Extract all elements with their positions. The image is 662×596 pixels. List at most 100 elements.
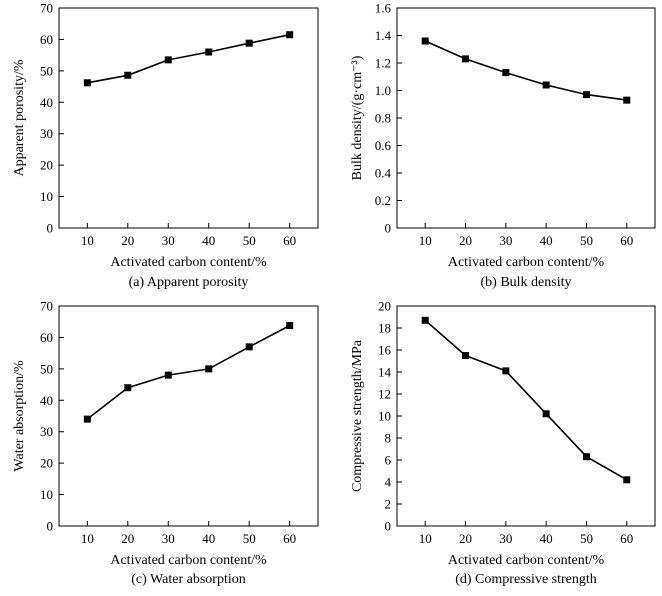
x-tick-label: 20 [121,233,134,248]
x-tick-label: 20 [121,531,134,546]
y-axis-label: Apparent porosity/% [12,59,27,176]
data-point-marker [421,316,429,324]
series-line [87,33,290,84]
y-axis-label: Water absorption/% [12,360,27,472]
y-tick-label: 0 [47,221,54,236]
data-point-marker [623,476,631,484]
panel-caption: (d) Compressive strength [455,572,597,587]
chart-panel-3: 10 20 30 40 50 60 0 10 20 30 40 50 60 70 Activated car… [12,299,319,587]
y-tick-label: 8 [385,431,392,446]
y-tick-label: 4 [385,475,392,490]
y-tick-label: 60 [40,32,53,47]
x-tick-label: 50 [243,233,256,248]
x-tick-label: 40 [202,531,215,546]
data-point-marker [245,39,253,47]
y-tick-label: 70 [40,299,53,314]
data-point-marker [286,31,294,39]
x-tick-label: 30 [499,531,512,546]
y-tick-label: 20 [378,299,391,314]
y-tick-label: 0 [47,519,54,534]
y-tick-label: 0.2 [375,193,391,208]
y-tick-label: 40 [40,95,53,110]
chart-panel-2: 10 20 30 40 50 60 0 0.2 0.4 0.6 0.8 1.0 1.2 1.4 1.6 Act… [350,1,656,290]
data-point-marker [83,79,91,87]
plot-frame [58,305,319,527]
x-tick-label: 60 [620,233,633,248]
y-tick-label: 12 [378,387,391,402]
data-point-marker [124,384,132,392]
data-point-marker [245,343,253,351]
y-axis-label: Bulk density/(g·cm⁻³) [350,55,365,180]
y-tick-label: 70 [40,1,53,16]
y-tick-label: 20 [40,158,53,173]
data-point-marker [421,37,429,45]
y-tick-label: 1.4 [375,28,392,43]
x-tick-label: 10 [81,531,94,546]
x-tick-label: 10 [419,233,432,248]
x-tick-label: 40 [540,531,553,546]
y-tick-label: 6 [385,453,392,468]
x-tick-label: 60 [283,531,296,546]
data-point-marker [286,321,294,329]
series-line [86,324,291,420]
y-tick-label: 1.0 [375,83,391,98]
y-tick-label: 30 [40,126,53,141]
y-tick-label: 1.2 [375,56,391,71]
x-tick-label: 20 [459,531,472,546]
y-tick-label: 20 [40,456,53,471]
data-point-marker [542,81,550,89]
y-tick-label: 30 [40,424,53,439]
x-tick-label: 10 [419,531,432,546]
x-tick-label: 50 [580,233,593,248]
y-tick-label: 1.6 [375,1,392,16]
y-tick-label: 50 [40,63,53,78]
x-tick-label: 50 [243,531,256,546]
data-point-marker [205,48,213,56]
data-point-marker [164,371,172,379]
x-tick-label: 40 [202,233,215,248]
y-tick-label: 10 [40,487,53,502]
y-tick-label: 50 [40,361,53,376]
x-tick-label: 40 [540,233,553,248]
y-tick-label: 40 [40,393,53,408]
x-tick-label: 60 [620,531,633,546]
y-tick-label: 14 [378,365,392,380]
data-point-marker [164,56,172,64]
data-point-marker [205,365,213,373]
data-point-marker [582,453,590,461]
y-tick-label: 0.6 [375,138,392,153]
x-tick-label: 10 [81,233,94,248]
data-point-marker [502,69,510,77]
plot-frame [396,305,656,527]
plot-frame [396,7,656,229]
chart-panel-1: 10 20 30 40 50 60 0 10 20 30 40 50 60 70 Activated car… [12,1,319,290]
x-tick-label: 30 [162,531,175,546]
x-axis-label: Activated carbon content/% [110,255,267,270]
plot-frame [58,7,319,229]
x-tick-label: 30 [499,233,512,248]
data-point-marker [582,91,590,99]
data-point-marker [124,71,132,79]
y-tick-label: 2 [385,497,392,512]
data-point-marker [542,410,550,418]
x-tick-label: 50 [580,531,593,546]
x-axis-label: Activated carbon content/% [448,553,605,568]
series-line [424,319,628,481]
data-point-marker [623,96,631,104]
x-tick-label: 60 [283,233,296,248]
y-tick-label: 0 [385,519,392,534]
chart-panel-4: 10 20 30 40 50 60 0 2 4 6 8 10 12 14 16 18 20 Activated c… [350,299,656,587]
x-axis-label: Activated carbon content/% [448,255,605,270]
y-tick-label: 0.8 [375,111,391,126]
y-tick-label: 10 [378,409,391,424]
data-point-marker [502,367,510,375]
x-axis-label: Activated carbon content/% [110,553,267,568]
y-tick-label: 16 [378,343,392,358]
data-point-marker [462,352,470,359]
y-tick-label: 0.4 [375,166,392,181]
x-tick-label: 30 [162,233,175,248]
panel-caption: (a) Apparent porosity [129,275,249,290]
y-tick-label: 18 [378,321,391,336]
panel-caption: (b) Bulk density [481,275,572,290]
